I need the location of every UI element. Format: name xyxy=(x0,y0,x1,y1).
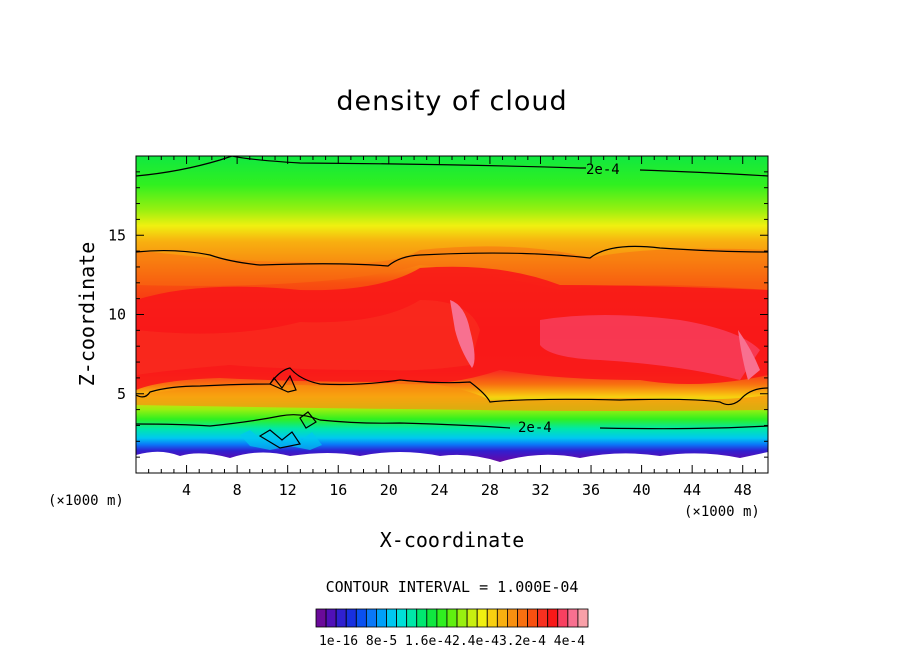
contour-interval-text: CONTOUR INTERVAL = 1.000E-04 xyxy=(326,578,579,596)
x-tick-label: 8 xyxy=(233,481,242,499)
colorbar-swatch xyxy=(345,608,357,628)
colorbar-swatch xyxy=(406,608,418,628)
colorbar-tick-labels: 1e-16 8e-5 1.6e-42.4e-43.2e-4 4e-4 xyxy=(319,634,585,649)
colorbar-swatch xyxy=(547,608,559,628)
x-tick-label: 44 xyxy=(683,481,701,499)
colorbar-swatch xyxy=(416,608,428,628)
contour-label-bottom: 2e-4 xyxy=(518,420,552,436)
colorbar-swatch xyxy=(396,608,408,628)
x-unit-right: (×1000 m) xyxy=(684,504,760,520)
contour-label-top: 2e-4 xyxy=(586,162,620,178)
colorbar-swatch xyxy=(486,608,498,628)
y-tick-label: 10 xyxy=(108,306,126,324)
x-tick-label: 48 xyxy=(734,481,752,499)
colorbar-swatch xyxy=(456,608,468,628)
x-tick-label: 32 xyxy=(531,481,549,499)
colorbar-swatch xyxy=(386,608,397,628)
colorbar-swatch xyxy=(507,608,518,628)
axis-ticks xyxy=(136,156,768,473)
colorbar-swatch xyxy=(355,608,367,628)
y-tick-label: 5 xyxy=(117,385,126,403)
x-tick-label: 36 xyxy=(582,481,600,499)
colorbar-swatch xyxy=(466,608,478,628)
colorbar xyxy=(315,608,589,628)
y-tick-label: 15 xyxy=(108,226,126,244)
x-unit-left: (×1000 m) xyxy=(48,493,124,509)
colorbar-swatch xyxy=(436,608,448,628)
colorbar-swatch xyxy=(577,608,589,628)
contour-field xyxy=(136,156,768,473)
x-tick-label: 16 xyxy=(329,481,347,499)
colorbar-swatch xyxy=(426,608,438,628)
colorbar-swatch xyxy=(315,608,327,628)
x-tick-label: 4 xyxy=(182,481,191,499)
x-tick-label: 12 xyxy=(279,481,297,499)
chart-title: density of cloud xyxy=(336,86,568,117)
colorbar-swatch xyxy=(335,608,347,628)
colorbar-swatch xyxy=(527,608,539,628)
colorbar-swatch xyxy=(376,608,387,628)
x-axis-label: X-coordinate xyxy=(380,528,525,552)
colorbar-swatch xyxy=(476,608,488,628)
colorbar-swatch xyxy=(496,608,508,628)
x-tick-label: 20 xyxy=(380,481,398,499)
colorbar-swatch xyxy=(446,608,458,628)
colorbar-swatch xyxy=(365,608,377,628)
y-axis-label: Z-coordinate xyxy=(75,242,99,387)
x-tick-label: 24 xyxy=(430,481,448,499)
x-tick-label: 28 xyxy=(481,481,499,499)
colorbar-swatch xyxy=(517,608,528,628)
colorbar-swatch xyxy=(567,608,579,628)
colorbar-swatch xyxy=(537,608,549,628)
colorbar-swatch xyxy=(557,608,569,628)
x-tick-label: 40 xyxy=(633,481,651,499)
contour-lines xyxy=(136,156,768,449)
colorbar-swatch xyxy=(325,608,337,628)
